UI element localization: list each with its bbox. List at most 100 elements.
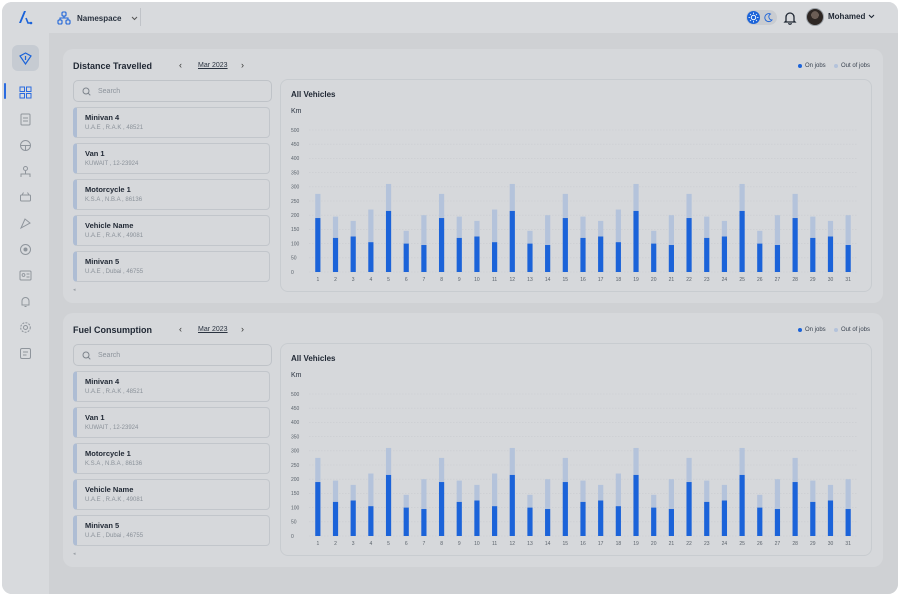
bar-out-of-jobs[interactable] [651, 230, 657, 244]
bar-on-jobs[interactable] [332, 501, 339, 536]
vehicle-list-item[interactable]: Motorcycle 1 K.S.A , N.B.A , 86136 [73, 443, 270, 474]
bar-on-jobs[interactable] [633, 474, 639, 536]
bar-on-jobs[interactable] [668, 245, 674, 272]
bar-on-jobs[interactable] [421, 509, 427, 536]
bar-out-of-jobs[interactable] [721, 220, 728, 237]
bar-on-jobs[interactable] [615, 506, 621, 536]
bar-on-jobs[interactable] [562, 218, 568, 272]
bar-on-jobs[interactable] [774, 245, 781, 272]
vehicle-list-item[interactable]: Minivan 4 U.A.E , R.A.K , 48521 [73, 371, 270, 402]
bar-on-jobs[interactable] [315, 482, 321, 536]
bar-on-jobs[interactable] [792, 218, 798, 272]
bar-on-jobs[interactable] [845, 245, 851, 272]
bar-out-of-jobs[interactable] [509, 447, 515, 475]
bar-out-of-jobs[interactable] [421, 215, 427, 246]
bar-out-of-jobs[interactable] [810, 216, 816, 238]
bar-on-jobs[interactable] [385, 474, 392, 536]
bar-on-jobs[interactable] [350, 236, 356, 273]
bar-out-of-jobs[interactable] [633, 447, 639, 475]
bar-on-jobs[interactable] [385, 210, 392, 272]
bar-on-jobs[interactable] [774, 509, 781, 536]
bar-on-jobs[interactable] [315, 218, 321, 272]
bar-on-jobs[interactable] [827, 500, 834, 537]
bar-out-of-jobs[interactable] [545, 479, 551, 510]
bar-on-jobs[interactable] [845, 509, 851, 536]
organization-icon[interactable] [19, 165, 32, 178]
bar-on-jobs[interactable] [633, 210, 639, 272]
bar-out-of-jobs[interactable] [580, 216, 586, 238]
bar-on-jobs[interactable] [651, 507, 657, 536]
bar-on-jobs[interactable] [545, 245, 551, 272]
dashboard-icon[interactable] [19, 86, 32, 99]
bar-out-of-jobs[interactable] [438, 193, 445, 219]
bar-out-of-jobs[interactable] [792, 193, 798, 219]
vehicle-list-item[interactable]: Vehicle Name U.A.E , R.A.K , 49081 [73, 479, 270, 510]
bar-out-of-jobs[interactable] [633, 183, 639, 211]
bar-out-of-jobs[interactable] [721, 484, 728, 501]
bar-out-of-jobs[interactable] [438, 457, 445, 483]
vehicle-list-item[interactable]: Minivan 5 U.A.E , Dubai , 46755 [73, 251, 270, 282]
next-month-button[interactable]: › [241, 324, 244, 334]
tracking-icon[interactable] [19, 139, 32, 152]
bar-out-of-jobs[interactable] [810, 480, 816, 502]
bar-out-of-jobs[interactable] [456, 216, 462, 238]
bar-out-of-jobs[interactable] [474, 220, 480, 237]
vehicle-list-item[interactable]: Minivan 5 U.A.E , Dubai , 46755 [73, 515, 270, 546]
bar-on-jobs[interactable] [527, 243, 533, 272]
bar-on-jobs[interactable] [598, 500, 604, 537]
bar-out-of-jobs[interactable] [739, 183, 745, 211]
bar-out-of-jobs[interactable] [350, 220, 356, 237]
bar-on-jobs[interactable] [651, 243, 657, 272]
id-card-icon[interactable] [19, 269, 32, 282]
bar-on-jobs[interactable] [580, 501, 586, 536]
bar-out-of-jobs[interactable] [668, 215, 674, 246]
bar-on-jobs[interactable] [704, 501, 710, 536]
bar-on-jobs[interactable] [403, 507, 409, 536]
bar-out-of-jobs[interactable] [774, 215, 781, 246]
scroll-indicator[interactable]: ◂ [73, 287, 76, 293]
bar-out-of-jobs[interactable] [527, 494, 533, 508]
bar-out-of-jobs[interactable] [739, 447, 745, 475]
bar-on-jobs[interactable] [456, 237, 462, 272]
vehicle-list-item[interactable]: Van 1 KUWAIT , 12-23924 [73, 143, 270, 174]
bar-out-of-jobs[interactable] [757, 230, 763, 244]
avatar[interactable] [806, 8, 824, 26]
bar-on-jobs[interactable] [739, 210, 745, 272]
bar-on-jobs[interactable] [332, 237, 339, 272]
bar-out-of-jobs[interactable] [474, 484, 480, 501]
bar-on-jobs[interactable] [438, 218, 445, 272]
alerts-icon[interactable] [19, 295, 32, 308]
bar-out-of-jobs[interactable] [315, 457, 321, 483]
bar-out-of-jobs[interactable] [403, 230, 409, 244]
month-selector[interactable]: Mar 2023 [198, 62, 228, 69]
bar-out-of-jobs[interactable] [615, 473, 621, 507]
report-icon[interactable] [19, 113, 32, 126]
bell-icon[interactable] [783, 10, 797, 25]
bar-out-of-jobs[interactable] [492, 209, 498, 243]
prev-month-button[interactable]: ‹ [179, 324, 182, 334]
bar-on-jobs[interactable] [509, 474, 515, 536]
notes-icon[interactable] [19, 347, 32, 360]
bar-on-jobs[interactable] [580, 237, 586, 272]
vehicle-list-item[interactable]: Van 1 KUWAIT , 12-23924 [73, 407, 270, 438]
bar-on-jobs[interactable] [615, 242, 621, 272]
vehicle-list-item[interactable]: Motorcycle 1 K.S.A , N.B.A , 86136 [73, 179, 270, 210]
bar-out-of-jobs[interactable] [598, 220, 604, 237]
bar-out-of-jobs[interactable] [562, 193, 568, 219]
bar-on-jobs[interactable] [545, 509, 551, 536]
map-icon[interactable] [19, 217, 32, 230]
next-month-button[interactable]: › [241, 60, 244, 70]
bar-out-of-jobs[interactable] [456, 480, 462, 502]
bar-on-jobs[interactable] [686, 482, 692, 536]
bar-out-of-jobs[interactable] [845, 479, 851, 510]
bar-out-of-jobs[interactable] [368, 473, 374, 507]
bar-on-jobs[interactable] [827, 236, 834, 273]
bar-out-of-jobs[interactable] [686, 193, 692, 219]
bar-out-of-jobs[interactable] [332, 480, 339, 502]
bar-out-of-jobs[interactable] [421, 479, 427, 510]
bar-out-of-jobs[interactable] [332, 216, 339, 238]
bar-on-jobs[interactable] [757, 243, 763, 272]
vehicle-list-item[interactable]: Vehicle Name U.A.E , R.A.K , 49081 [73, 215, 270, 246]
bar-out-of-jobs[interactable] [845, 215, 851, 246]
bar-on-jobs[interactable] [474, 236, 480, 273]
